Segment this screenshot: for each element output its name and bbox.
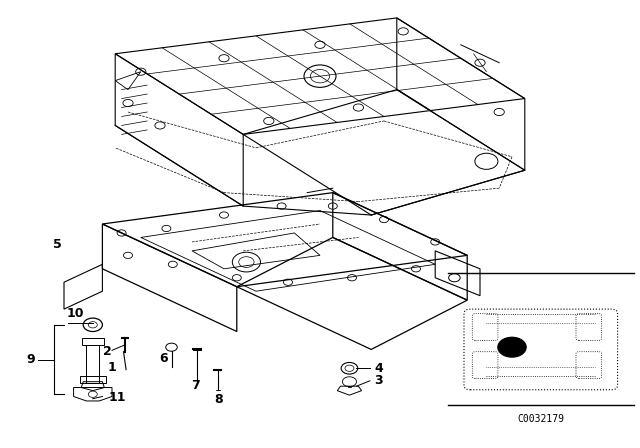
- Text: 6: 6: [159, 352, 168, 365]
- Text: 5: 5: [53, 237, 62, 251]
- Text: 2: 2: [103, 345, 112, 358]
- Text: 1: 1: [108, 361, 116, 374]
- Text: 11: 11: [109, 391, 126, 405]
- Text: 9: 9: [26, 353, 35, 366]
- Text: 3: 3: [374, 374, 383, 388]
- Text: C0032179: C0032179: [517, 414, 564, 424]
- Text: 10: 10: [67, 307, 84, 320]
- Text: 4: 4: [374, 362, 383, 375]
- Text: 8: 8: [214, 393, 223, 406]
- Text: 7: 7: [191, 379, 200, 392]
- Circle shape: [498, 337, 526, 357]
